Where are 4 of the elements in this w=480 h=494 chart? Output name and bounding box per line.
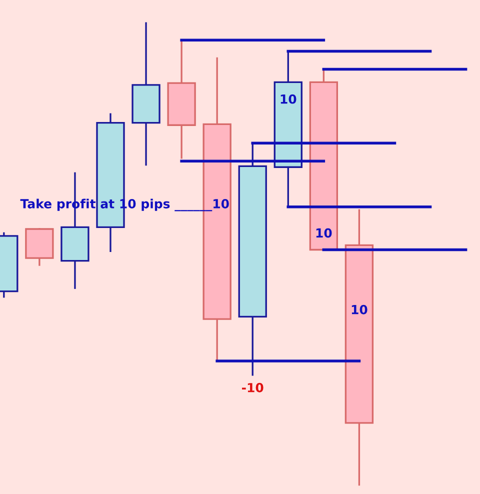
annotation: 10: [280, 94, 296, 104]
annotation: -10: [242, 382, 264, 392]
annotation: 10: [316, 228, 332, 238]
annotation: 10: [352, 304, 368, 314]
